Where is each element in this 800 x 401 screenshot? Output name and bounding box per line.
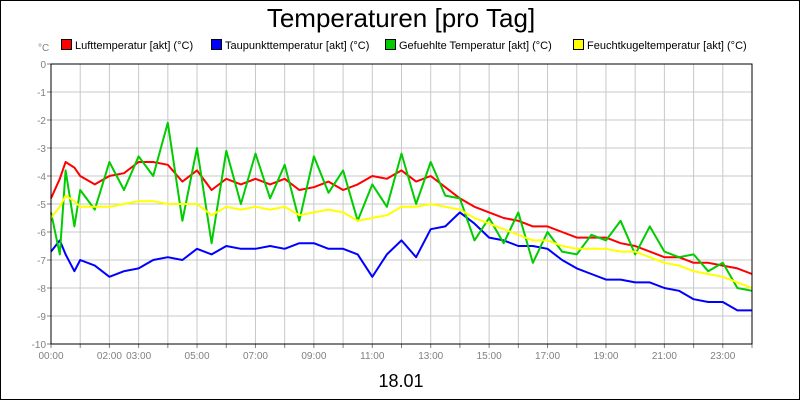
x-tick-label: 03:00	[126, 351, 151, 362]
y-tick-label: -9	[37, 312, 46, 323]
legend-label-gefuehlte-temperatur: Gefuehlte Temperatur [akt] (°C)	[399, 40, 552, 52]
y-tick-label: 0	[40, 60, 46, 71]
legend-label-feuchtkugeltemperatur: Feuchtkugeltemperatur [akt] (°C)	[587, 40, 747, 52]
x-tick-label: 19:00	[593, 351, 618, 362]
y-tick-label: -3	[37, 144, 46, 155]
x-axis-date-label: 18.01	[378, 371, 424, 391]
legend-item-lufttemperatur: Lufttemperatur [akt] (°C)	[61, 39, 193, 52]
y-tick-label: -7	[37, 256, 46, 267]
y-tick-label: -1	[37, 88, 46, 99]
x-tick-label: 17:00	[535, 351, 560, 362]
y-tick-label: -5	[37, 200, 46, 211]
x-tick-label: 00:00	[38, 351, 63, 362]
x-tick-label: 02:00	[97, 351, 122, 362]
legend-label-lufttemperatur: Lufttemperatur [akt] (°C)	[75, 40, 194, 52]
x-tick-label: 13:00	[418, 351, 443, 362]
chart-title: Temperaturen [pro Tag]	[266, 3, 536, 33]
y-tick-label: -8	[37, 284, 46, 295]
legend-item-taupunkttemperatur: Taupunkttemperatur [akt] (°C)	[211, 39, 369, 52]
series-line-3	[50, 194, 753, 289]
y-tick-label: -10	[32, 340, 47, 351]
legend-item-feuchtkugeltemperatur: Feuchtkugeltemperatur [akt] (°C)	[573, 39, 747, 52]
legend-swatch-taupunkttemperatur	[211, 39, 222, 50]
legend-label-taupunkttemperatur: Taupunkttemperatur [akt] (°C)	[225, 40, 370, 52]
x-tick-label: 11:00	[360, 351, 385, 362]
y-tick-label: -4	[37, 172, 46, 183]
plot-border	[50, 63, 753, 345]
x-tick-label: 23:00	[710, 351, 735, 362]
legend-swatch-lufttemperatur	[61, 39, 72, 50]
x-tick-label: 07:00	[243, 351, 268, 362]
x-tick-label: 05:00	[185, 351, 210, 362]
series-line-1	[50, 211, 752, 312]
y-tick-label: -6	[37, 228, 46, 239]
series-line-2	[50, 121, 753, 292]
x-tick-label: 21:00	[652, 351, 677, 362]
y-tick-label: -2	[37, 116, 46, 127]
legend-swatch-gefuehlte-temperatur	[385, 39, 396, 50]
y-axis-unit: °C	[38, 43, 50, 54]
x-tick-label: 09:00	[301, 351, 326, 362]
legend-item-gefuehlte-temperatur: Gefuehlte Temperatur [akt] (°C)	[385, 39, 552, 52]
x-tick-label: 15:00	[477, 351, 502, 362]
legend-swatch-feuchtkugeltemperatur	[573, 39, 584, 50]
